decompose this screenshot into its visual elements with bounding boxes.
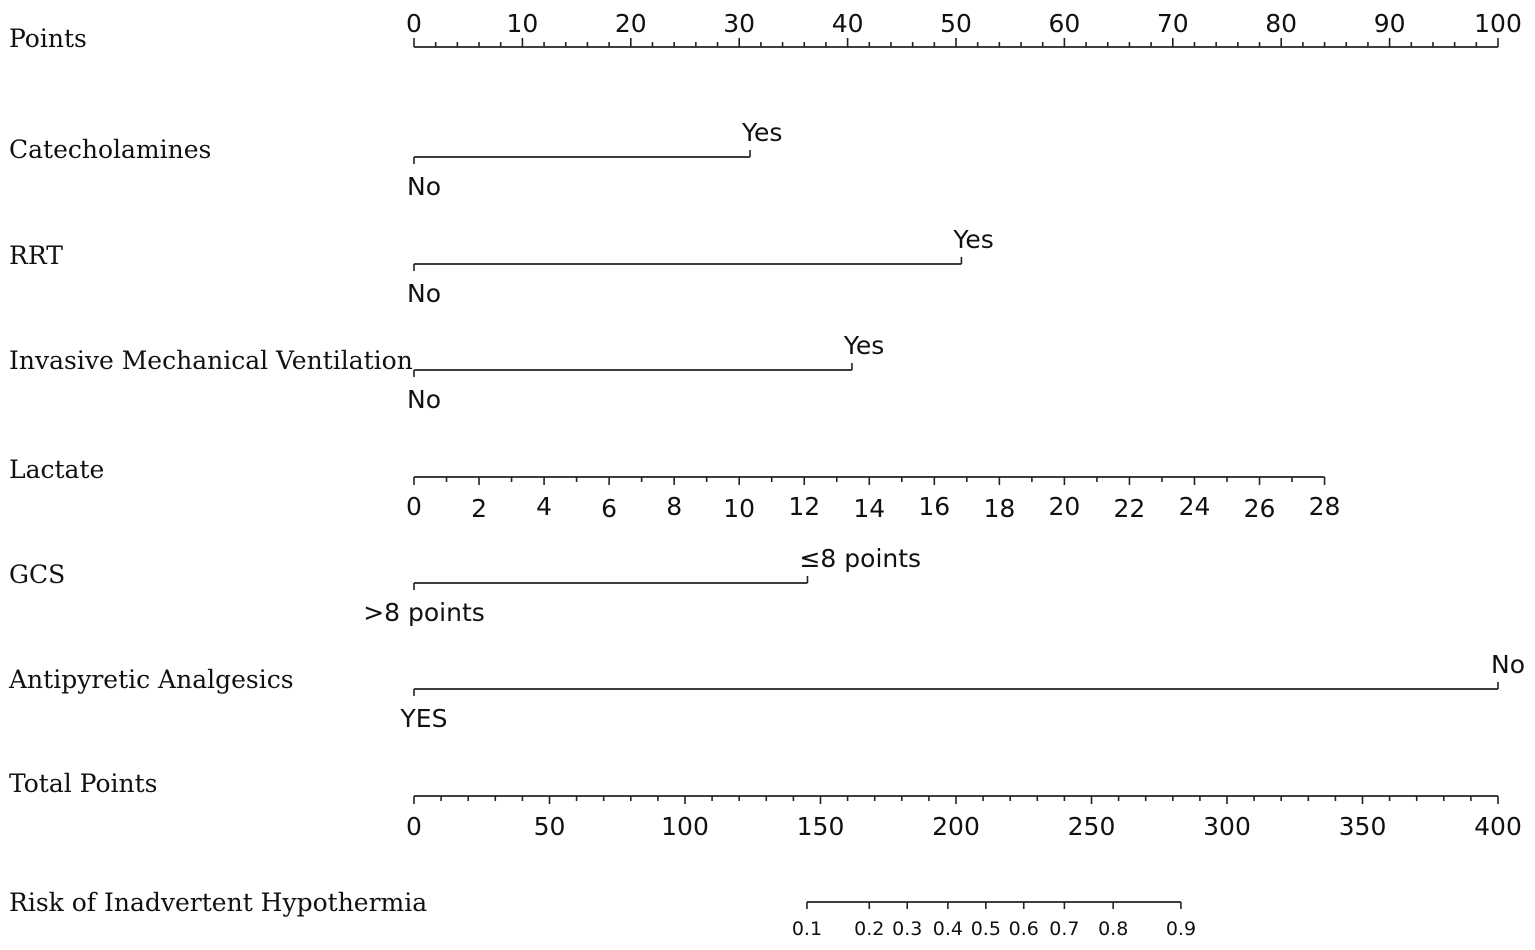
lactate-tick-label: 22 [1114, 494, 1146, 523]
catecholamines-row-label: Catecholamines [9, 135, 211, 164]
ventilation-row-label: Invasive Mechanical Ventilation [9, 346, 413, 375]
rrt-level-label: Yes [952, 225, 993, 254]
total-points-tick-label: 200 [932, 812, 980, 841]
ventilation-level-label: No [407, 385, 441, 414]
lactate-tick-label: 8 [666, 492, 682, 521]
points-tick-label: 100 [1474, 9, 1522, 38]
total-points-tick-label: 50 [534, 812, 566, 841]
points-tick-label: 90 [1374, 9, 1406, 38]
lactate-tick-label: 20 [1048, 492, 1080, 521]
lactate-tick-label: 18 [983, 494, 1015, 523]
points-tick-label: 60 [1048, 9, 1080, 38]
risk-row-label: Risk of Inadvertent Hypothermia [9, 888, 427, 917]
risk-tick-label: 0.6 [1009, 918, 1039, 940]
lactate-row-label: Lactate [9, 455, 104, 484]
total-points-tick-label: 250 [1068, 812, 1116, 841]
risk-tick-label: 0.4 [933, 918, 963, 940]
total-points-tick-label: 150 [797, 812, 845, 841]
lactate-tick-label: 6 [601, 494, 617, 523]
points-tick-label: 70 [1157, 9, 1189, 38]
lactate-tick-label: 2 [471, 494, 487, 523]
lactate-tick-label: 26 [1244, 494, 1276, 523]
points-tick-label: 80 [1265, 9, 1297, 38]
total-points-tick-label: 300 [1203, 812, 1251, 841]
gcs-level-label: >8 points [363, 598, 485, 627]
gcs-row-label: GCS [9, 560, 65, 589]
antipyretic-level-label: No [1491, 650, 1525, 679]
lactate-tick-label: 0 [406, 492, 422, 521]
rrt-level-label: No [407, 279, 441, 308]
nomogram-marks: 0 10 20 30 40 50 60 70 80 90 100NoYesNoYesNoYes>8 … [363, 9, 1525, 940]
points-tick-label: 20 [615, 9, 647, 38]
total-points-tick-label: 400 [1474, 812, 1522, 841]
lactate-tick-label: 10 [723, 494, 755, 523]
risk-tick-label: 0.8 [1098, 918, 1128, 940]
catecholamines-level-label: No [407, 172, 441, 201]
total-points-tick-label: 100 [661, 812, 709, 841]
points-tick-label: 10 [506, 9, 538, 38]
antipyretic-row-label: Antipyretic Analgesics [8, 665, 294, 694]
risk-tick-label: 0.5 [971, 918, 1001, 940]
total-points-tick-label: 0 [406, 812, 422, 841]
risk-tick-label: 0.3 [892, 918, 922, 940]
risk-tick-label: 0.1 [792, 918, 822, 940]
points-row-label: Points [9, 24, 87, 53]
rrt-row-label: RRT [9, 241, 63, 270]
gcs-level-label: ≤8 points [799, 544, 921, 573]
total-points-tick-label: 350 [1339, 812, 1387, 841]
risk-tick-label: 0.7 [1049, 918, 1079, 940]
lactate-tick-label: 4 [536, 492, 552, 521]
ventilation-level-label: Yes [843, 331, 884, 360]
lactate-tick-label: 14 [853, 494, 885, 523]
risk-tick-label: 0.9 [1166, 918, 1196, 940]
points-tick-label: 40 [832, 9, 864, 38]
points-tick-label: 30 [723, 9, 755, 38]
lactate-tick-label: 12 [788, 492, 820, 521]
lactate-tick-label: 28 [1309, 492, 1341, 521]
lactate-tick-label: 24 [1179, 492, 1211, 521]
risk-tick-label: 0.2 [854, 918, 884, 940]
catecholamines-level-label: Yes [741, 118, 782, 147]
antipyretic-level-label: YES [400, 704, 448, 733]
points-tick-label: 50 [940, 9, 972, 38]
lactate-tick-label: 16 [918, 492, 950, 521]
total-points-row-label: Total Points [9, 769, 158, 798]
points-tick-label: 0 [406, 9, 422, 38]
